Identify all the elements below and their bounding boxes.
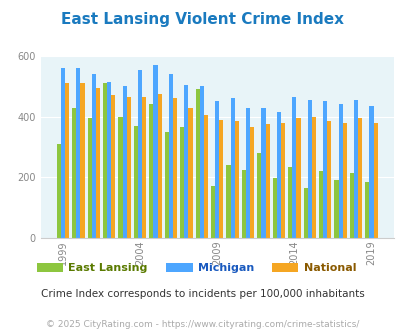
Bar (96, 88, 100, 238)
Bar (245, 108, 249, 238)
Bar (149, 105, 153, 238)
Bar (126, 97, 130, 238)
Bar (111, 95, 115, 238)
Bar (65, 83, 69, 238)
Bar (188, 108, 192, 238)
Bar (215, 101, 219, 238)
Bar (87, 118, 92, 238)
Bar (276, 112, 280, 238)
Text: National: National (303, 263, 355, 273)
Bar (92, 74, 96, 238)
Bar (322, 101, 326, 238)
Text: Crime Index corresponds to incidents per 100,000 inhabitants: Crime Index corresponds to incidents per… (41, 289, 364, 299)
Bar (334, 180, 338, 238)
Bar (265, 124, 269, 238)
Bar (134, 126, 138, 238)
Bar (122, 86, 126, 238)
Bar (326, 121, 330, 238)
Bar (72, 108, 76, 238)
Bar (164, 132, 168, 238)
Bar (280, 123, 284, 238)
Bar (118, 116, 122, 238)
Bar (272, 178, 276, 238)
Bar (195, 89, 199, 238)
Text: © 2025 CityRating.com - https://www.cityrating.com/crime-statistics/: © 2025 CityRating.com - https://www.city… (46, 320, 359, 329)
Bar (61, 68, 65, 238)
Bar (80, 83, 84, 238)
Bar (173, 98, 177, 238)
Bar (292, 97, 296, 238)
Bar (249, 127, 254, 238)
Bar (257, 153, 261, 238)
Bar (76, 68, 80, 238)
Bar (342, 123, 346, 238)
Bar (219, 119, 223, 238)
Bar (241, 170, 245, 238)
Bar (107, 82, 111, 238)
Text: East Lansing: East Lansing (68, 263, 147, 273)
Bar (349, 173, 353, 238)
Bar (138, 70, 142, 238)
Bar (261, 108, 265, 238)
Bar (57, 144, 61, 238)
Bar (184, 85, 188, 238)
Bar (357, 118, 361, 238)
Bar (180, 127, 184, 238)
Bar (226, 165, 230, 238)
Bar (369, 106, 373, 238)
Bar (234, 121, 238, 238)
Text: Michigan: Michigan (198, 263, 254, 273)
Bar (157, 94, 161, 238)
Bar (230, 98, 234, 238)
Bar (373, 123, 377, 238)
Bar (203, 115, 207, 238)
Bar (364, 182, 369, 238)
Bar (211, 186, 215, 238)
Bar (199, 86, 203, 238)
Bar (338, 105, 342, 238)
Bar (303, 188, 307, 238)
Text: East Lansing Violent Crime Index: East Lansing Violent Crime Index (61, 12, 344, 26)
Bar (153, 65, 157, 238)
Bar (318, 171, 322, 238)
Bar (296, 118, 300, 238)
Bar (168, 74, 173, 238)
Bar (311, 116, 315, 238)
Bar (103, 83, 107, 238)
Bar (288, 167, 292, 238)
Bar (142, 97, 146, 238)
Bar (353, 100, 357, 238)
Bar (307, 100, 311, 238)
